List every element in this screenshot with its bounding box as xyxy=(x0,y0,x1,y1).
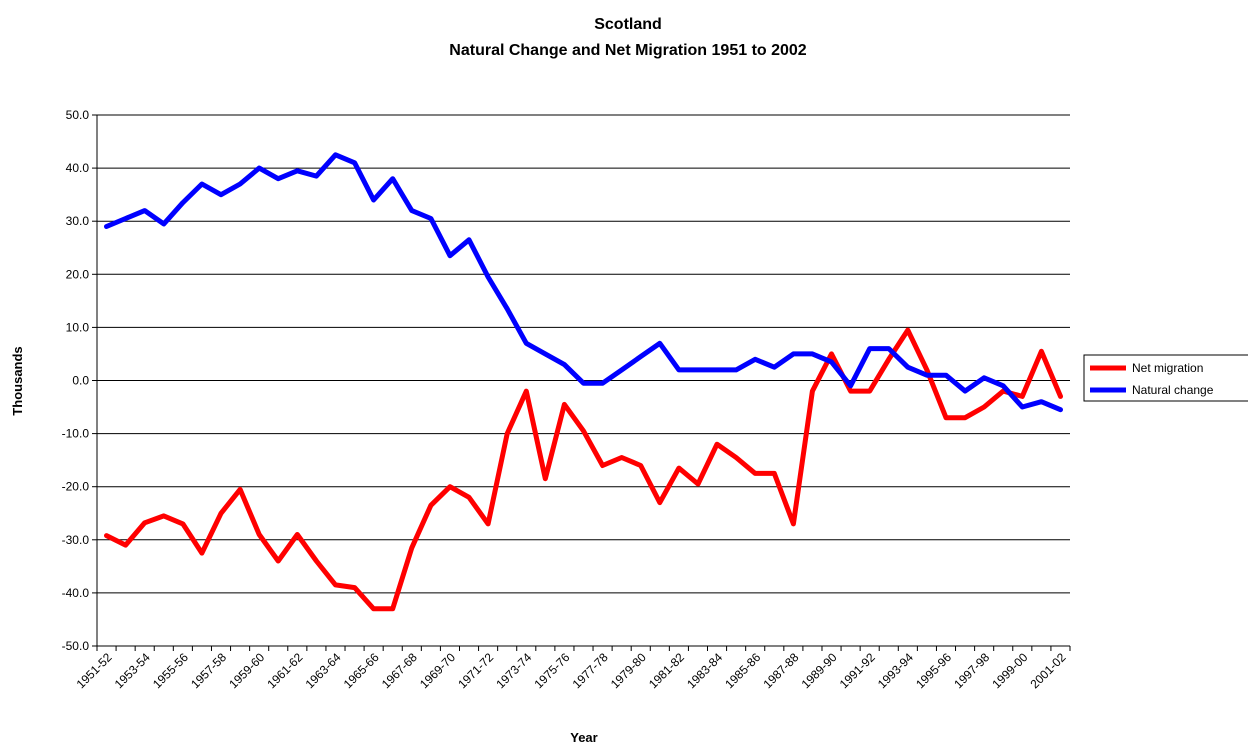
x-tick-label: 1959-60 xyxy=(226,650,267,691)
x-tick-label: 1951-52 xyxy=(74,650,115,691)
legend-box xyxy=(1083,354,1248,402)
legend-label-net-migration: Net migration xyxy=(1132,361,1203,375)
y-tick-label: -20.0 xyxy=(62,480,90,494)
y-tick-label: 50.0 xyxy=(66,108,90,122)
x-tick-labels: 1951-521953-541955-561957-581959-601961-… xyxy=(74,650,1069,691)
x-tick-label: 1953-54 xyxy=(112,650,153,691)
series-lines xyxy=(104,152,1063,612)
x-tick-label: 1979-80 xyxy=(608,650,649,691)
x-tick-label: 1993-94 xyxy=(875,650,916,691)
series-line-net-migration xyxy=(104,327,1063,612)
series-line-natural-change xyxy=(104,152,1063,413)
x-tick-label: 1985-86 xyxy=(722,650,763,691)
x-axis-label: Year xyxy=(570,730,597,745)
x-tick-label: 1961-62 xyxy=(264,650,305,691)
y-tick-label: -50.0 xyxy=(62,639,90,653)
x-tick-label: 1973-74 xyxy=(493,650,534,691)
x-tick-label: 1977-78 xyxy=(570,650,611,691)
y-tick-label: 10.0 xyxy=(66,320,90,334)
x-tick-label: 1981-82 xyxy=(646,650,687,691)
axes xyxy=(92,114,1071,651)
x-tick-label: 1983-84 xyxy=(684,650,725,691)
y-tick-label: -30.0 xyxy=(62,533,90,547)
y-tick-label: -40.0 xyxy=(62,586,90,600)
y-tick-label: 30.0 xyxy=(66,214,90,228)
y-tick-labels: 50.0 40.0 30.0 20.0 10.0 0.0 -10.0 -20.0 -30.0 -4… xyxy=(62,108,90,653)
legend: Net migration Natural change xyxy=(1083,354,1248,402)
x-tick-label: 1997-98 xyxy=(951,650,992,691)
x-tick-label: 1995-96 xyxy=(913,650,954,691)
x-tick-label: 1955-56 xyxy=(150,650,191,691)
chart-subtitle: Natural Change and Net Migration 1951 to… xyxy=(449,42,807,59)
chart-title: Scotland xyxy=(594,16,662,33)
x-tick-label: 1969-70 xyxy=(417,650,458,691)
x-tick-label: 2001-02 xyxy=(1028,650,1069,691)
y-tick-label: -10.0 xyxy=(62,427,90,441)
x-tick-label: 1957-58 xyxy=(188,650,229,691)
x-tick-label: 1967-68 xyxy=(379,650,420,691)
x-tick-label: 1971-72 xyxy=(455,650,496,691)
y-tick-label: 0.0 xyxy=(72,374,89,388)
x-tick-label: 1975-76 xyxy=(531,650,572,691)
x-tick-label: 1999-00 xyxy=(989,650,1030,691)
y-tick-label: 20.0 xyxy=(66,267,90,281)
x-tick-label: 1991-92 xyxy=(837,650,878,691)
y-tick-label: 40.0 xyxy=(66,161,90,175)
x-tick-label: 1987-88 xyxy=(760,650,801,691)
y-axis-label: Thousands xyxy=(10,346,25,415)
x-tick-label: 1963-64 xyxy=(303,650,344,691)
legend-label-natural-change: Natural change xyxy=(1132,383,1214,397)
x-tick-label: 1989-90 xyxy=(799,650,840,691)
x-tick-label: 1965-66 xyxy=(341,650,382,691)
